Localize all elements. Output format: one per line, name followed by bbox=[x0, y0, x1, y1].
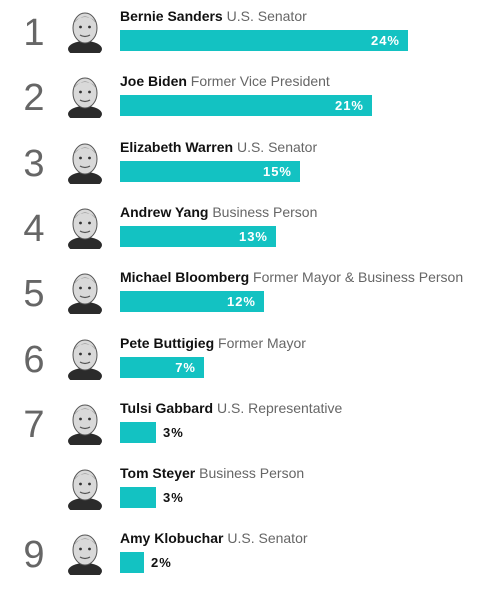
candidate-label: Pete Buttigieg Former Mayor bbox=[120, 334, 306, 352]
candidate-row: 4 Andrew Yang Business Person 13% bbox=[0, 203, 480, 268]
candidate-label: Tom Steyer Business Person bbox=[120, 464, 304, 482]
candidate-name: Tom Steyer bbox=[120, 465, 196, 482]
value-bar bbox=[120, 291, 264, 313]
portrait-icon bbox=[66, 140, 104, 184]
rank-number: 5 bbox=[23, 273, 45, 316]
candidate-label: Amy Klobuchar U.S. Senator bbox=[120, 529, 308, 547]
candidate-row: 9 Amy Klobuchar U.S. Senator 2% bbox=[0, 529, 480, 594]
candidate-label: Elizabeth Warren U.S. Senator bbox=[120, 138, 317, 156]
candidate-row: 2 Joe Biden Former Vice President 21% bbox=[0, 72, 480, 137]
rank-number: 3 bbox=[23, 142, 45, 185]
value-bar bbox=[120, 160, 300, 182]
portrait-icon bbox=[66, 270, 104, 315]
value-bar bbox=[120, 487, 156, 509]
value-bar bbox=[120, 95, 372, 117]
candidate-role: Former Mayor bbox=[218, 334, 306, 351]
candidate-role: Business Person bbox=[199, 465, 305, 482]
rank-number: 9 bbox=[23, 534, 45, 577]
candidate-label: Andrew Yang Business Person bbox=[120, 203, 317, 221]
value-bar bbox=[120, 421, 156, 443]
candidate-label: Joe Biden Former Vice President bbox=[120, 72, 330, 90]
rank-number: 7 bbox=[23, 403, 45, 446]
candidate-name: Amy Klobuchar bbox=[120, 530, 224, 547]
rank-number: 2 bbox=[23, 77, 45, 120]
value-label: 24% bbox=[370, 33, 400, 48]
value-bar bbox=[120, 356, 204, 378]
candidate-row: Tom Steyer Business Person 3% bbox=[0, 464, 480, 529]
value-label: 12% bbox=[226, 294, 256, 310]
candidate-name: Bernie Sanders bbox=[120, 8, 223, 24]
candidate-name: Elizabeth Warren bbox=[120, 138, 234, 155]
rank-number: 6 bbox=[23, 338, 45, 381]
candidate-name: Michael Bloomberg bbox=[120, 269, 250, 286]
candidate-role: U.S. Senator bbox=[227, 530, 308, 547]
candidate-name: Andrew Yang bbox=[120, 203, 209, 220]
value-bar bbox=[120, 225, 276, 247]
candidate-label: Tulsi Gabbard U.S. Representative bbox=[120, 399, 342, 417]
candidate-row: 1 Bernie Sanders U.S. Senator 24% bbox=[0, 7, 480, 72]
rank-number: 4 bbox=[23, 207, 45, 250]
candidate-row: 7 Tulsi Gabbard U.S. Representative 3% bbox=[0, 399, 480, 464]
candidate-role: Business Person bbox=[212, 203, 318, 220]
candidate-role: Former Mayor & Business Person bbox=[253, 269, 464, 286]
candidate-row: 5 Michael Bloomberg Former Mayor & Busine… bbox=[0, 268, 480, 333]
portrait-icon bbox=[66, 531, 104, 576]
portrait-icon bbox=[66, 466, 104, 511]
value-bar bbox=[120, 30, 408, 51]
candidate-role: Former Vice President bbox=[190, 73, 330, 90]
value-label: 3% bbox=[163, 490, 184, 506]
candidate-role: U.S. Representative bbox=[216, 399, 343, 416]
value-label: 13% bbox=[238, 228, 268, 244]
candidate-label: Michael Bloomberg Former Mayor & Busines… bbox=[120, 268, 463, 286]
portrait-icon bbox=[66, 205, 104, 249]
value-label: 2% bbox=[151, 555, 172, 571]
value-label: 21% bbox=[334, 98, 364, 114]
candidate-row: 6 Pete Buttigieg Former Mayor 7% bbox=[0, 334, 480, 399]
value-label: 7% bbox=[175, 359, 196, 375]
value-bar bbox=[120, 552, 144, 574]
candidate-row: 3 Elizabeth Warren U.S. Senator 15% bbox=[0, 138, 480, 203]
candidate-name: Pete Buttigieg bbox=[120, 334, 215, 351]
portrait-icon bbox=[66, 74, 104, 119]
value-label: 15% bbox=[262, 163, 292, 179]
candidate-role: U.S. Senator bbox=[226, 8, 307, 24]
portrait-icon bbox=[66, 336, 104, 380]
candidate-label: Bernie Sanders U.S. Senator bbox=[120, 7, 307, 25]
value-label: 3% bbox=[163, 424, 184, 440]
portrait-icon bbox=[66, 401, 104, 445]
candidate-name: Tulsi Gabbard bbox=[120, 399, 214, 416]
rank-number: 1 bbox=[23, 12, 45, 54]
candidate-role: U.S. Senator bbox=[236, 138, 318, 155]
portrait-icon bbox=[66, 9, 104, 53]
candidate-name: Joe Biden bbox=[120, 73, 187, 90]
